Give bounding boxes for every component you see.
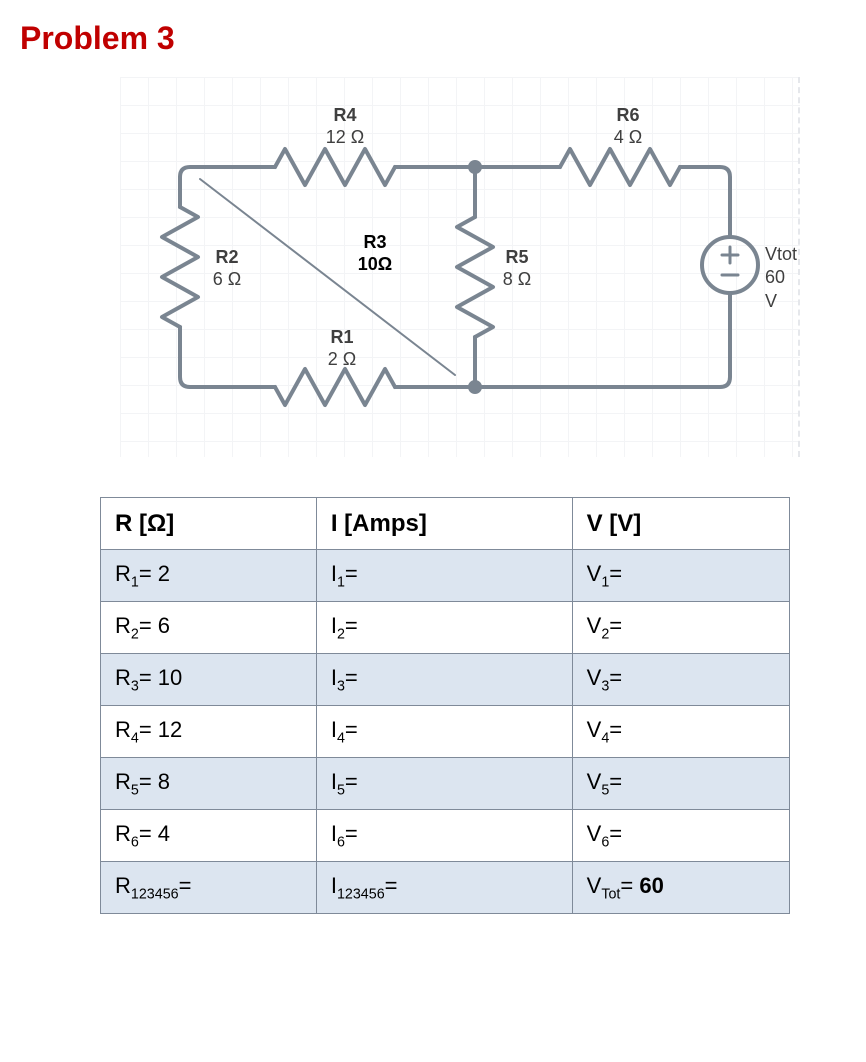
cell-i: I3= [316, 654, 572, 706]
table-row: R1= 2I1=V1= [101, 550, 790, 602]
label-r4: R4 12 Ω [315, 105, 375, 148]
table-row: R3= 10I3=V3= [101, 654, 790, 706]
cell-v: V6= [572, 810, 789, 862]
cell-r: R5= 8 [101, 758, 317, 810]
cell-v: V4= [572, 706, 789, 758]
label-r1: R1 2 Ω [312, 327, 372, 370]
cell-i: I4= [316, 706, 572, 758]
cell-i: I6= [316, 810, 572, 862]
table-row: R4= 12I4=V4= [101, 706, 790, 758]
table-row: R6= 4I6=V6= [101, 810, 790, 862]
cell-r: R6= 4 [101, 810, 317, 862]
col-header-v: V [V] [572, 498, 789, 550]
cell-r: R4= 12 [101, 706, 317, 758]
label-r6: R6 4 Ω [598, 105, 658, 148]
table-total-row: R123456=I123456=VTot= 60 [101, 862, 790, 914]
label-vtot: Vtot 60 V [765, 243, 798, 313]
table-row: R5= 8I5=V5= [101, 758, 790, 810]
page-title: Problem 3 [20, 20, 846, 57]
cell-v: V3= [572, 654, 789, 706]
cell-v: V2= [572, 602, 789, 654]
cell-r: R2= 6 [101, 602, 317, 654]
cell-r: R3= 10 [101, 654, 317, 706]
cell-v: V1= [572, 550, 789, 602]
table-header-row: R [Ω] I [Amps] V [V] [101, 498, 790, 550]
cell-r-total: R123456= [101, 862, 317, 914]
label-r2: R2 6 Ω [202, 247, 252, 290]
col-header-r: R [Ω] [101, 498, 317, 550]
cell-i: I1= [316, 550, 572, 602]
table-row: R2= 6I2=V2= [101, 602, 790, 654]
col-header-i: I [Amps] [316, 498, 572, 550]
label-r5: R5 8 Ω [492, 247, 542, 290]
cell-v: V5= [572, 758, 789, 810]
cell-r: R1= 2 [101, 550, 317, 602]
cell-i: I5= [316, 758, 572, 810]
results-table: R [Ω] I [Amps] V [V] R1= 2I1=V1=R2= 6I2=… [100, 497, 790, 914]
cell-v-total: VTot= 60 [572, 862, 789, 914]
cell-i: I2= [316, 602, 572, 654]
cell-i-total: I123456= [316, 862, 572, 914]
label-r3: R3 10Ω [345, 232, 405, 275]
circuit-diagram: R4 12 Ω R6 4 Ω R2 6 Ω R3 10Ω R5 8 Ω R1 2… [120, 77, 800, 457]
